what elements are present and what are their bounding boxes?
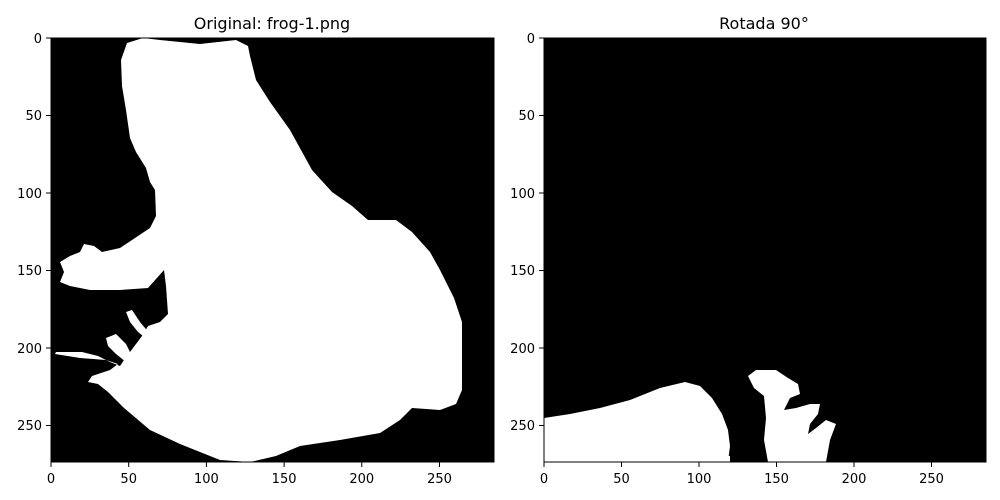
x-tick-label: 150 (272, 472, 297, 487)
y-tick-label: 50 (518, 109, 535, 124)
frog-foot-rotated (710, 440, 720, 460)
frog-finger-original (126, 310, 150, 340)
y-tick-label: 150 (510, 264, 535, 279)
y-tick-label: 100 (17, 187, 42, 202)
axes-frame-rotated (543, 37, 987, 463)
y-tick-label: 100 (510, 187, 535, 202)
x-axis-original: 0 50 100 150 200 250 (47, 462, 452, 487)
panel-original: Original: frog-1.png 0 50 100 150 200 25… (17, 14, 495, 487)
y-tick-label: 50 (25, 109, 42, 124)
y-tick-label: 200 (17, 342, 42, 357)
frog-toe-rotated (722, 456, 730, 462)
y-tick-label: 150 (17, 264, 42, 279)
axes-frame-original (50, 37, 495, 463)
x-tick-label: 100 (194, 472, 219, 487)
y-axis-rotated: 0 50 100 150 200 250 (510, 32, 544, 434)
x-tick-label: 50 (120, 472, 137, 487)
x-tick-label: 0 (47, 472, 55, 487)
x-axis-rotated: 0 50 100 150 200 250 (540, 462, 944, 487)
frog-leg-rotated (748, 370, 836, 462)
y-tick-label: 0 (34, 32, 42, 47)
frog-silhouette-original (55, 38, 462, 462)
panel-title-original: Original: frog-1.png (194, 14, 350, 33)
x-tick-label: 0 (540, 472, 548, 487)
x-tick-label: 150 (764, 472, 789, 487)
frog-silhouette-rotated (544, 382, 730, 462)
x-tick-label: 100 (687, 472, 712, 487)
x-tick-label: 50 (613, 472, 630, 487)
frog-toe-original (106, 334, 132, 362)
panel-rotated: Rotada 90° 0 50 100 150 200 250 (510, 14, 987, 487)
panel-title-rotated: Rotada 90° (719, 14, 809, 33)
x-tick-label: 200 (842, 472, 867, 487)
y-tick-label: 0 (527, 32, 535, 47)
x-tick-label: 250 (427, 472, 452, 487)
x-tick-label: 250 (919, 472, 944, 487)
x-tick-label: 200 (349, 472, 374, 487)
y-tick-label: 250 (17, 419, 42, 434)
y-axis-original: 0 50 100 150 200 250 (17, 32, 51, 434)
y-tick-label: 200 (510, 342, 535, 357)
y-tick-label: 250 (510, 419, 535, 434)
